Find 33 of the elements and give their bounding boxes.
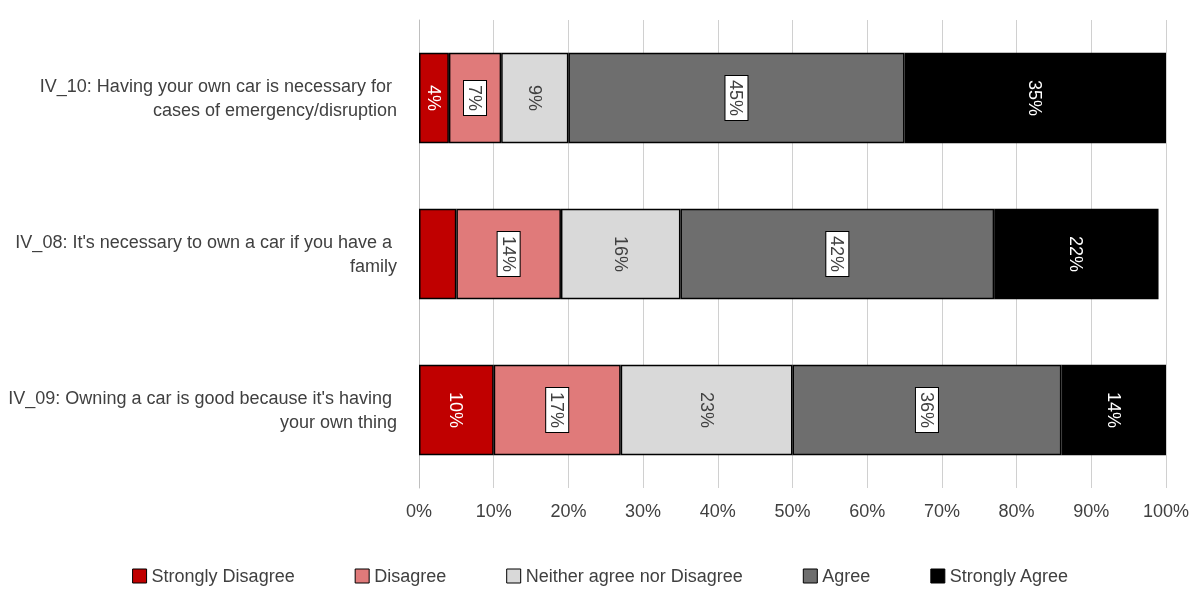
data-label: 17%: [547, 391, 568, 429]
data-label: 4%: [423, 84, 444, 112]
legend-label: Strongly Agree: [949, 566, 1068, 586]
legend-label: Disagree: [374, 566, 447, 586]
y-tick-label: IV_08: It's necessary to own a car if you have a family: [15, 232, 397, 276]
data-label: 10%: [446, 391, 467, 429]
data-label: 45%: [726, 79, 747, 117]
legend-label: Strongly Disagree: [151, 566, 295, 586]
data-label: 23%: [696, 391, 717, 429]
x-tick-label: 10%: [475, 501, 512, 521]
legend-label: Agree: [822, 566, 871, 586]
x-tick-label: 100%: [1142, 501, 1190, 521]
x-tick-label: 70%: [923, 501, 960, 521]
data-label: 14%: [1103, 391, 1124, 429]
x-tick-label: 80%: [998, 501, 1035, 521]
x-tick-label: 90%: [1073, 501, 1110, 521]
legend-label: Neither agree nor Disagree: [525, 566, 743, 586]
x-tick-label: 60%: [849, 501, 886, 521]
x-tick-label: 30%: [625, 501, 662, 521]
data-label: 7%: [465, 84, 486, 112]
data-label: 16%: [610, 235, 631, 273]
x-tick-label: 40%: [699, 501, 736, 521]
data-label: 36%: [916, 391, 937, 429]
data-label: 22%: [1066, 235, 1087, 273]
data-label: 35%: [1025, 79, 1046, 117]
x-tick-label: 50%: [774, 501, 811, 521]
y-tick-label: IV_10: Having your own car is necessary for cases of emergency/disruption: [39, 76, 397, 120]
y-tick-label: IV_09: Owning a car is good because it's having your own thing: [8, 388, 397, 432]
x-tick-label: 0%: [405, 501, 433, 521]
x-tick-label: 20%: [550, 501, 587, 521]
data-label: 14%: [498, 235, 519, 273]
data-label: 9%: [524, 84, 545, 112]
data-label: 42%: [827, 235, 848, 273]
